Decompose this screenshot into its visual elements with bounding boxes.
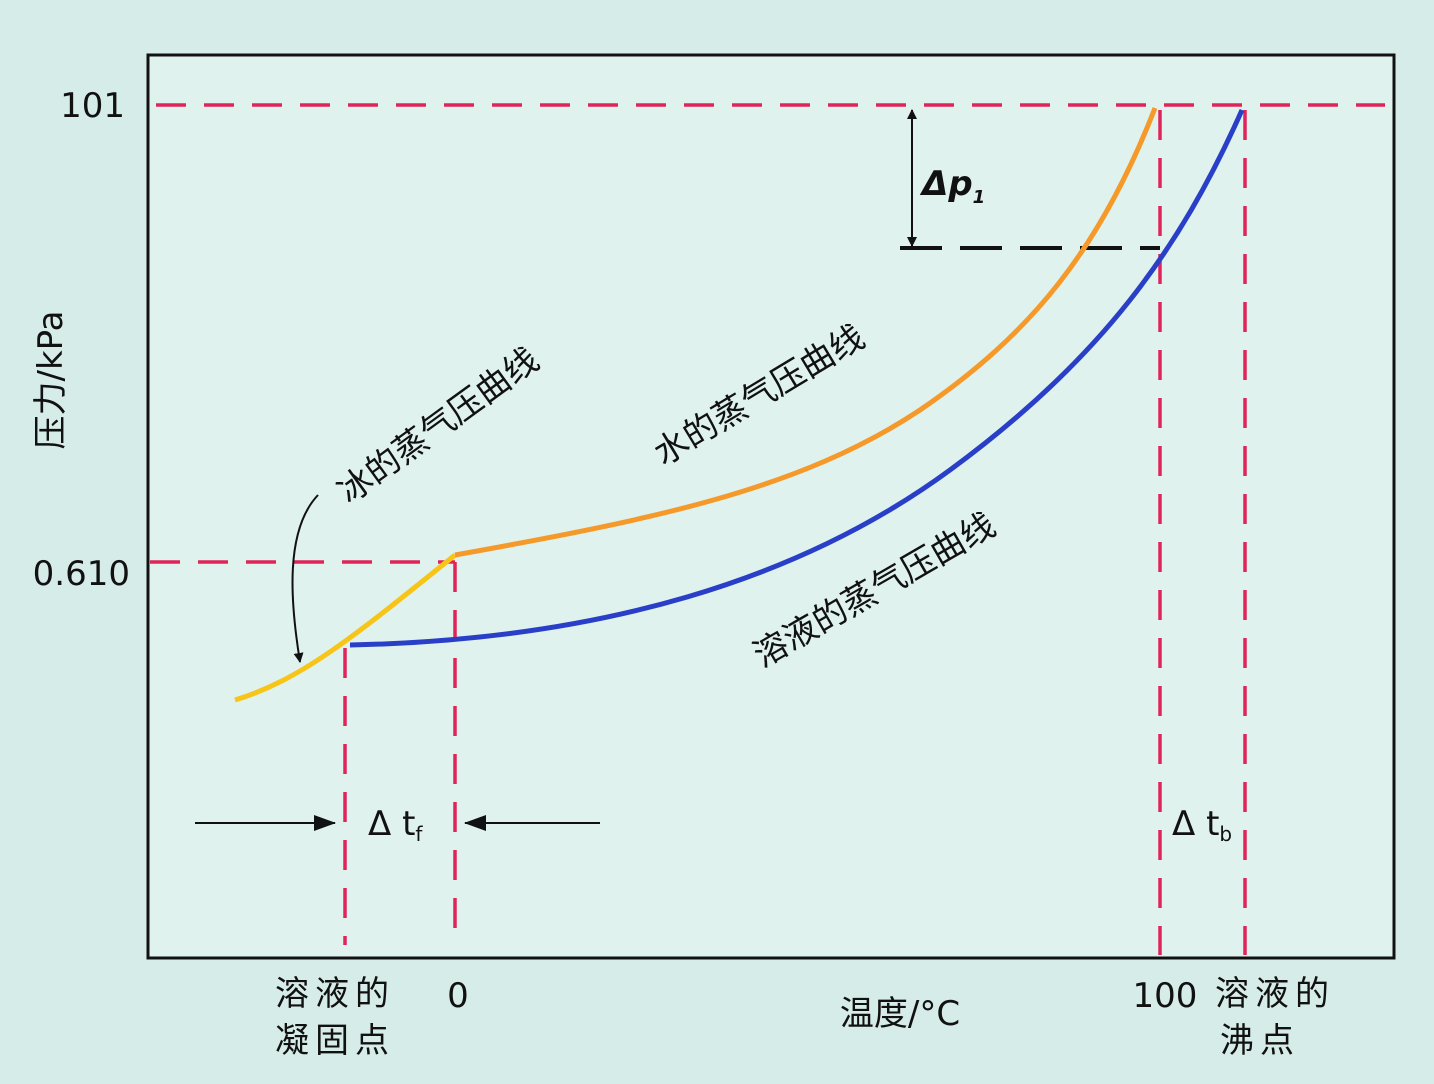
- solution-curve: [349, 108, 1245, 648]
- symbol: Δp: [919, 164, 973, 204]
- subscript: f: [415, 822, 423, 846]
- annotation: 溶液的: [275, 974, 395, 1014]
- y-tick-label: 101: [60, 86, 125, 126]
- delta-tf-label: Δ tf: [368, 804, 423, 846]
- x-tick-label: 100: [1133, 976, 1198, 1016]
- x-axis-label: 温度/°C: [840, 994, 960, 1034]
- annotation: 溶液的: [1215, 974, 1335, 1014]
- x-tick-label: 0: [447, 976, 469, 1016]
- delta-p-label: Δp1: [919, 164, 985, 208]
- symbol: Δ t: [368, 804, 415, 844]
- delta-tb-label: Δ tb: [1172, 804, 1232, 846]
- plot-frame: [146, 53, 1396, 960]
- annotation: 沸点: [1220, 1021, 1300, 1061]
- water-curve: [454, 107, 1158, 558]
- annotation: 凝固点: [275, 1021, 395, 1061]
- y-axis-label: 压力/kPa: [31, 311, 71, 450]
- pointer-arrow: [291, 494, 319, 663]
- symbol: Δ t: [1172, 804, 1219, 844]
- subscript: 1: [973, 187, 986, 208]
- subscript: b: [1219, 822, 1232, 846]
- y-tick-label: 0.610: [33, 554, 130, 594]
- ice-curve: [234, 553, 457, 703]
